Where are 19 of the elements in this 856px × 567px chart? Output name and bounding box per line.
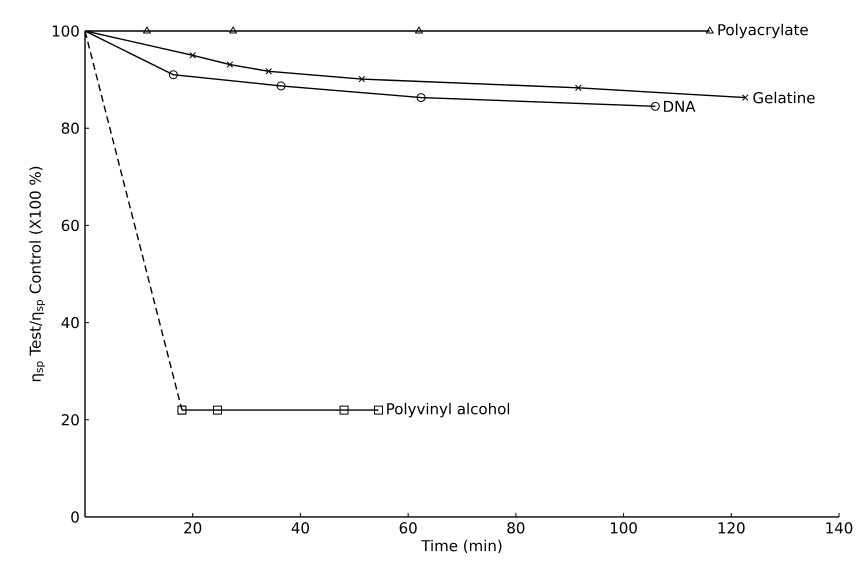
y-tick-label: 80 <box>62 122 79 134</box>
x-tick-label: 100 <box>610 522 637 534</box>
x-tick-label: 80 <box>507 522 524 534</box>
x-axis-title: Time (min) <box>421 540 502 554</box>
y-tick-label: 60 <box>62 220 79 232</box>
series-label: Polyvinyl alcohol <box>387 402 510 418</box>
y-tick-label: 40 <box>61 316 79 328</box>
x-tick-label: 60 <box>400 522 417 534</box>
y-tick-label: 0 <box>71 511 79 523</box>
y-tick-label: 100 <box>52 25 79 37</box>
series-label: Gelatine <box>753 92 815 104</box>
x-tick-label: 120 <box>718 522 745 534</box>
y-axis-title: η$_{sp}$ Test/η$_{sp}$ Control (X100 %) <box>29 166 45 382</box>
x-tick-label: 40 <box>292 522 309 534</box>
x-tick-label: 20 <box>184 522 202 534</box>
y-tick-label: 20 <box>62 414 79 426</box>
x-tick-label: 140 <box>826 522 852 534</box>
series-label: DNA <box>664 100 696 112</box>
series-label: Polyacrylate <box>718 24 808 38</box>
